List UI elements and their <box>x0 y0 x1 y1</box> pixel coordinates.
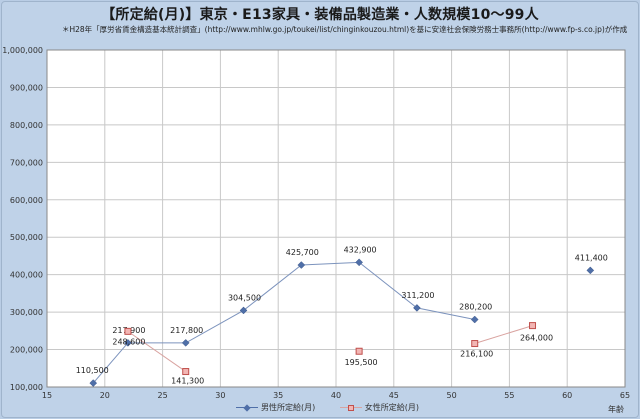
female-data-point <box>124 327 132 335</box>
series-line-female <box>127 330 187 372</box>
male-data-label: 110,500 <box>76 366 109 375</box>
male-data-point <box>413 304 421 312</box>
y-tick-label: 400,000 <box>10 271 43 280</box>
female-data-point <box>355 347 363 355</box>
x-tick-label: 25 <box>158 391 168 400</box>
x-tick-label: 60 <box>562 391 572 400</box>
female-data-point <box>471 340 479 348</box>
y-tick-label: 900,000 <box>10 83 43 92</box>
male-data-label: 432,900 <box>344 245 377 254</box>
y-tick-label: 1,000,000 <box>2 46 43 55</box>
x-tick-label: 55 <box>504 391 514 400</box>
male-data-label: 311,200 <box>401 291 434 300</box>
y-tick-label: 100,000 <box>10 383 43 392</box>
x-tick-label: 40 <box>331 391 341 400</box>
series-line-male <box>92 261 475 384</box>
male-data-point <box>89 379 98 387</box>
x-tick-label: 50 <box>447 391 457 400</box>
y-tick-label: 700,000 <box>10 158 43 167</box>
female-data-label: 264,000 <box>520 334 553 343</box>
female-data-label: 216,100 <box>460 350 493 359</box>
x-tick-label: 45 <box>389 391 399 400</box>
female-data-point <box>182 368 190 376</box>
legend-swatch-female <box>339 404 362 412</box>
male-data-label: 411,400 <box>575 253 608 262</box>
x-axis-label: 年齢 <box>608 405 624 414</box>
female-data-label: 248,600 <box>112 337 145 346</box>
male-data-point <box>124 338 132 347</box>
male-data-label: 304,500 <box>228 293 261 302</box>
male-data-point <box>586 266 595 275</box>
x-tick-label: 15 <box>42 391 52 400</box>
chart-title: 【所定給(月)】東京・E13家具・装備品製造業・人数規模10〜99人 <box>101 7 539 23</box>
y-tick-label: 300,000 <box>10 308 43 317</box>
y-tick-label: 200,000 <box>10 346 43 355</box>
legend-label-female: 女性所定給(月) <box>364 403 420 412</box>
female-data-label: 195,500 <box>345 358 378 367</box>
female-data-point <box>529 322 537 330</box>
series-line-female <box>474 325 533 345</box>
legend-swatch-male <box>236 403 258 412</box>
legend-item-female: 女性所定給(月) <box>339 402 420 413</box>
y-tick-label: 800,000 <box>10 121 43 130</box>
male-data-point <box>470 315 479 324</box>
male-data-point <box>181 339 190 347</box>
legend-label-male: 男性所定給(月) <box>261 403 316 412</box>
male-data-label: 217,800 <box>170 326 203 335</box>
chart-subtitle: ＊H28年「厚労省賃金構造基本統計調査」(http://www.mhlw.go.… <box>62 25 628 34</box>
male-data-point <box>239 306 248 315</box>
x-tick-label: 30 <box>215 391 225 400</box>
male-data-label: 425,700 <box>286 248 319 257</box>
x-tick-label: 65 <box>620 391 630 400</box>
chart-legend: 男性所定給(月) 女性所定給(月) <box>236 402 441 416</box>
male-data-label: 280,200 <box>459 303 492 312</box>
y-tick-label: 500,000 <box>10 233 43 242</box>
y-tick-label: 600,000 <box>10 196 43 205</box>
legend-item-male: 男性所定給(月) <box>236 402 315 413</box>
male-data-point <box>355 258 363 267</box>
plot-border <box>46 49 626 388</box>
male-data-point <box>297 261 306 269</box>
x-tick-label: 35 <box>273 391 283 400</box>
x-tick-label: 20 <box>100 391 110 400</box>
female-data-label: 141,300 <box>171 377 204 386</box>
